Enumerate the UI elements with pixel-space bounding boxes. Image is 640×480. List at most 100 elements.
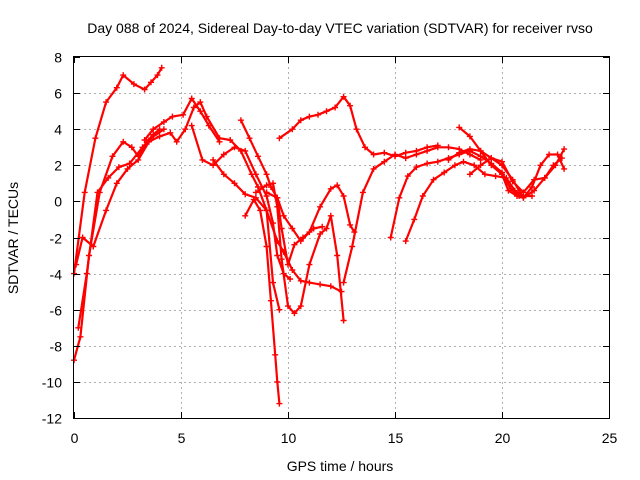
data-point [413,164,420,171]
data-point [291,310,298,317]
data-point [216,135,223,142]
data-point [115,164,122,171]
data-point [488,155,495,162]
data-point [126,160,133,167]
data-point [113,180,120,187]
data-point [550,162,557,169]
data-point [505,187,512,194]
series-arc-8 [210,156,345,295]
data-point [520,194,527,201]
data-point [182,126,189,133]
data-point [460,158,467,165]
data-point [75,324,82,331]
series-line [468,157,564,194]
data-point [306,113,313,120]
data-point [529,184,535,190]
data-point [274,194,281,201]
y-axis-label: SDTVAR / TECUs [5,182,21,294]
data-point [150,126,157,133]
data-point [317,230,324,237]
data-point [411,216,418,223]
data-point [81,189,88,196]
data-point [158,64,165,71]
data-point [276,306,283,313]
data-point [297,238,304,245]
data-point [546,151,553,158]
data-point [334,252,341,259]
series-layer [71,64,568,407]
data-point [347,221,354,228]
y-tick-label: -12 [42,411,62,427]
data-point [263,171,270,178]
data-point [276,135,283,142]
x-tick-label: 25 [602,430,618,446]
data-point [340,279,347,286]
data-point [404,173,411,180]
data-point [359,189,366,196]
data-point [263,207,270,214]
data-point [255,184,261,190]
data-point [242,212,249,219]
series-line [342,146,482,284]
y-tick-label: -8 [50,339,63,355]
data-point [270,180,276,187]
data-point [160,126,167,133]
series-arc-1 [71,64,165,277]
data-point [511,187,518,194]
data-point [242,191,249,198]
data-point [430,176,437,183]
data-point [306,229,313,236]
data-point [141,137,148,143]
series-arc-12 [263,182,358,245]
x-tick-label: 20 [495,430,511,446]
data-point [83,270,90,277]
y-tick-label: 6 [54,86,62,102]
data-point [340,317,347,324]
series-arc-14 [340,144,484,286]
data-point [180,111,187,118]
data-point [246,135,253,142]
data-point [92,135,99,142]
series-line [244,198,281,405]
data-point [210,156,217,163]
data-point [231,180,238,187]
data-point [73,261,80,268]
data-point [445,144,452,151]
data-point [141,86,148,93]
data-point [197,108,204,115]
data-point [319,223,326,230]
data-point [402,155,409,162]
series-arc-6 [145,99,283,313]
data-point [392,151,398,158]
series-line [404,160,534,243]
data-point [370,165,377,172]
data-point [424,147,431,154]
series-arc-9 [237,117,326,268]
data-point [272,351,279,358]
data-point [477,162,484,169]
data-point [109,153,116,160]
data-point [327,283,334,290]
data-point [199,156,206,163]
series-line [190,124,292,281]
ticks: 0 5 10 15 20 25 -12 -10 -8 -6 -4 -2 0 2 4 6 8 [42,50,618,447]
data-point [90,243,97,250]
x-tick-label: 0 [71,430,79,446]
data-point [434,144,441,151]
data-point [306,279,313,286]
series-line [74,128,165,266]
data-point [387,234,394,241]
series-line [265,184,356,243]
data-point [327,212,334,219]
data-point [231,144,238,151]
data-point [349,243,356,250]
y-tick-label: -10 [42,375,62,391]
data-point [94,189,101,196]
data-point [402,149,409,156]
data-point [340,93,347,100]
data-point [424,160,431,167]
data-point [156,133,163,140]
data-point [135,156,142,163]
data-point [188,95,195,102]
